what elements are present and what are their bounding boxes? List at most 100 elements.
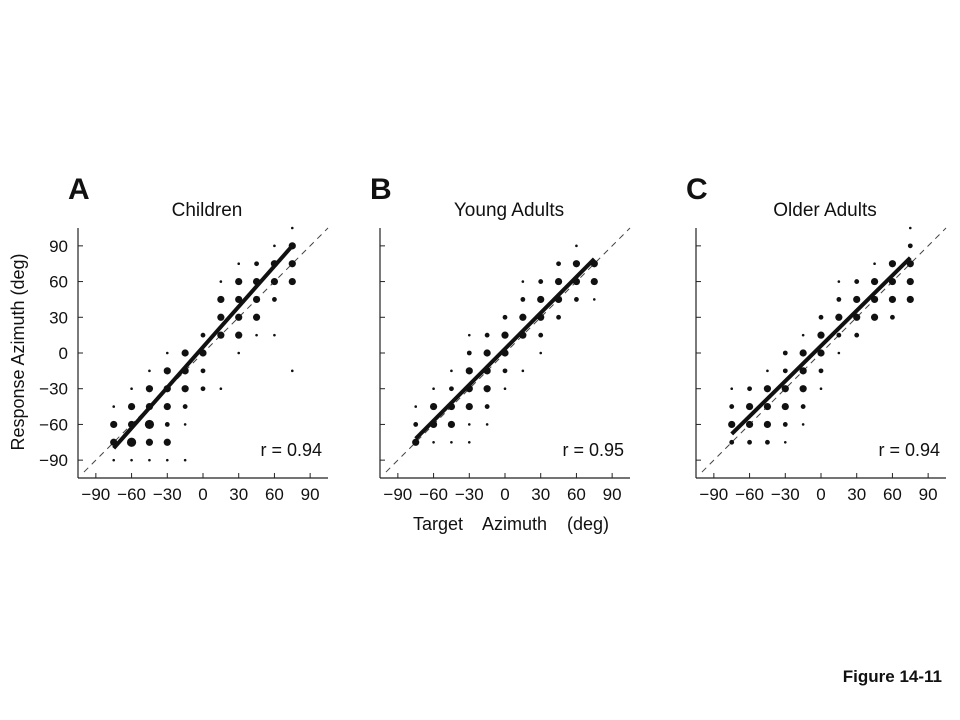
data-point <box>747 439 752 445</box>
data-point <box>485 423 489 426</box>
data-point <box>413 422 419 427</box>
data-point <box>574 297 579 302</box>
data-point <box>110 420 118 429</box>
data-point <box>272 297 277 302</box>
identity-line <box>83 227 329 473</box>
data-point <box>730 387 734 391</box>
data-point <box>854 279 860 284</box>
data-point <box>783 440 787 444</box>
regression-line <box>414 257 596 441</box>
data-point <box>112 405 116 408</box>
data-point <box>888 295 897 304</box>
data-point <box>520 297 526 302</box>
y-tick-label: −60 <box>39 415 68 434</box>
data-point <box>539 351 543 355</box>
data-point <box>200 368 206 374</box>
data-point <box>466 350 472 356</box>
x-tick-label: 0 <box>500 485 509 504</box>
data-point <box>503 387 507 391</box>
data-point <box>255 333 258 337</box>
data-point <box>219 387 223 391</box>
data-point <box>429 402 438 411</box>
regression-line <box>112 244 294 450</box>
data-point <box>799 349 807 357</box>
data-point <box>450 369 453 373</box>
panel-title: Young Adults <box>454 200 564 221</box>
x-tick-label: −60 <box>419 485 448 504</box>
data-point <box>112 458 116 462</box>
data-point <box>163 367 171 375</box>
data-point <box>144 419 155 430</box>
y-tick-label: −90 <box>39 451 68 470</box>
x-tick-label: 60 <box>567 485 586 504</box>
y-tick-label: 60 <box>49 273 68 292</box>
data-point <box>182 404 188 409</box>
data-point <box>801 333 805 337</box>
data-point <box>467 440 471 444</box>
data-point <box>148 369 151 373</box>
data-point <box>449 386 454 392</box>
data-point <box>873 262 876 266</box>
data-point <box>237 262 241 266</box>
panel-letter: B <box>370 173 392 206</box>
data-point <box>235 295 243 304</box>
data-point <box>782 368 788 374</box>
data-point <box>484 332 490 338</box>
x-tick-label: 30 <box>229 485 248 504</box>
data-point <box>165 458 169 462</box>
data-point <box>835 313 843 321</box>
data-point <box>800 404 806 409</box>
panel-c: C Older Adults −90 −60 −30 0 30 60 90 r = 0.94 <box>686 173 947 504</box>
data-point <box>817 331 825 339</box>
data-point <box>819 387 823 391</box>
y-tick-label: 0 <box>59 344 68 363</box>
data-point <box>183 423 187 426</box>
data-point <box>870 277 879 286</box>
data-point <box>502 368 508 374</box>
data-point <box>288 277 296 286</box>
data-point <box>237 351 241 355</box>
data-point <box>906 277 914 286</box>
y-axis-label: Response Azimuth (deg) <box>8 253 28 450</box>
panel-letter: A <box>68 173 90 206</box>
panel-a: A Children −90 −60 −30 0 30 60 90 90 60 30 0 −30 −60 −9… <box>39 173 329 504</box>
x-tick-label: −90 <box>81 485 110 504</box>
data-point <box>907 243 913 249</box>
data-point <box>412 438 420 446</box>
data-point <box>728 420 736 429</box>
data-point <box>521 369 525 373</box>
data-point <box>270 277 279 286</box>
data-point <box>501 331 509 339</box>
data-point <box>235 313 243 321</box>
data-point <box>130 387 133 391</box>
data-point <box>519 313 527 321</box>
data-point <box>538 279 544 284</box>
data-point <box>465 367 473 375</box>
regression-line <box>730 256 912 436</box>
x-tick-label: 30 <box>531 485 550 504</box>
x-tick-label: 30 <box>847 485 866 504</box>
data-point <box>870 295 879 304</box>
data-point <box>747 386 752 392</box>
panel-letter: C <box>686 173 708 206</box>
data-point <box>556 261 561 267</box>
data-point <box>484 404 490 409</box>
panel-title: Children <box>172 200 243 221</box>
data-point <box>183 458 187 462</box>
x-tick-label: −60 <box>117 485 146 504</box>
x-tick-label: −90 <box>699 485 728 504</box>
data-point <box>200 386 206 392</box>
data-point <box>130 458 133 462</box>
data-point <box>273 333 276 337</box>
data-point <box>836 332 842 338</box>
data-point <box>235 331 243 339</box>
data-point <box>467 423 471 426</box>
data-point <box>799 367 807 375</box>
data-point <box>181 349 189 357</box>
data-point <box>782 422 788 427</box>
data-point <box>254 261 259 267</box>
data-point <box>432 387 435 391</box>
data-point <box>556 314 561 320</box>
data-point <box>572 260 581 268</box>
